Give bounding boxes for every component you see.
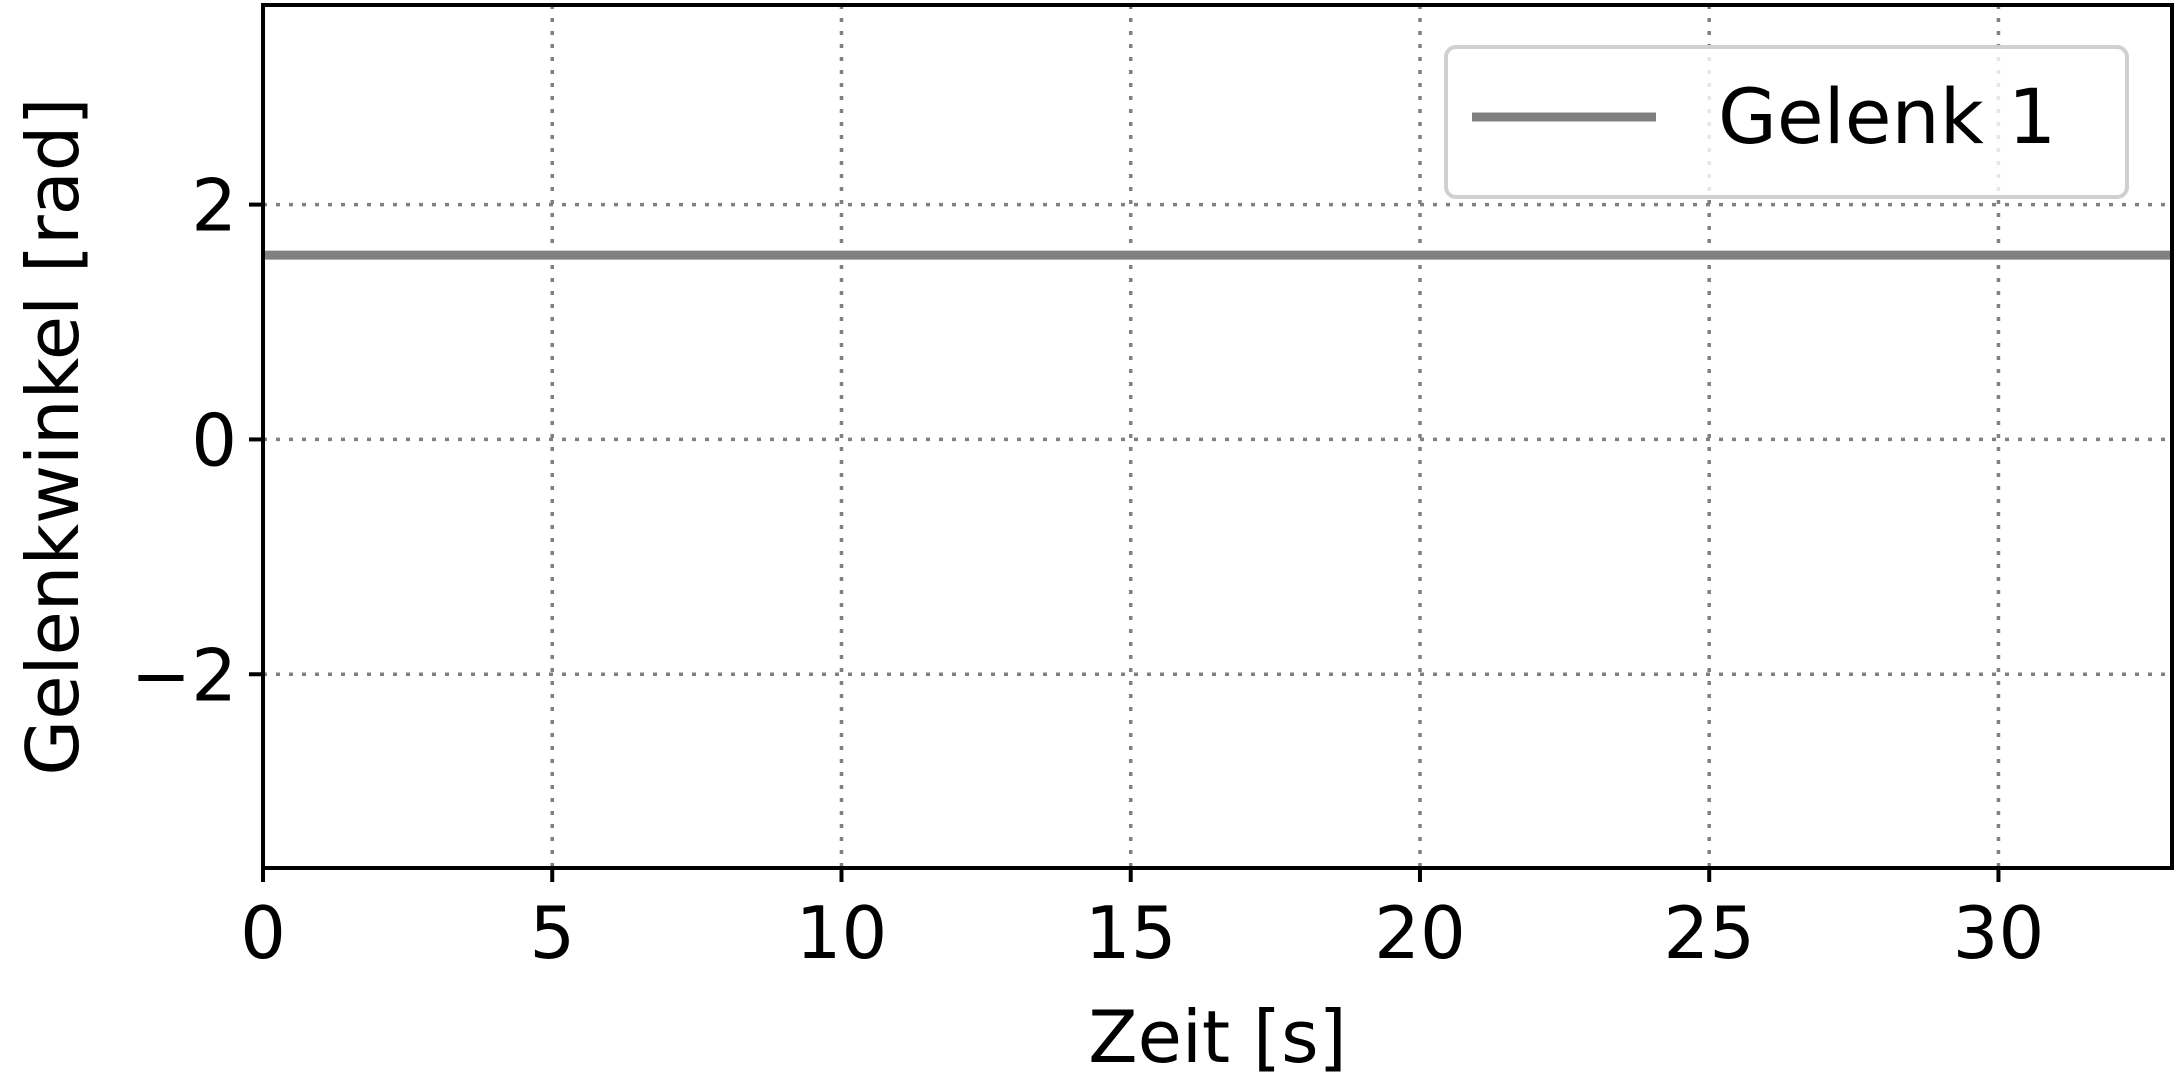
x-tick-label: 30 — [1953, 891, 2045, 975]
y-axis-label: Gelenkwinkel [rad] — [11, 97, 95, 775]
x-tick-label: 0 — [240, 891, 286, 975]
x-tick-label: 10 — [796, 891, 888, 975]
plot-frame — [261, 3, 2174, 870]
legend: Gelenk 1 — [1444, 45, 2129, 199]
x-axis-label: Zeit [s] — [1088, 995, 1346, 1079]
x-tick-label: 20 — [1374, 891, 1466, 975]
tick-marks — [249, 202, 2001, 882]
legend-box — [1444, 45, 2129, 199]
tick-labels: 0 5 10 15 20 25 30 −2 0 2 — [131, 164, 2044, 975]
x-tick-label: 25 — [1663, 891, 1755, 975]
legend-label-gelenk-1: Gelenk 1 — [1718, 72, 2056, 161]
y-tick-label: 2 — [191, 164, 237, 248]
y-tick-label: 0 — [191, 398, 237, 482]
x-tick-label: 15 — [1085, 891, 1177, 975]
x-tick-label: 5 — [529, 891, 575, 975]
y-tick-label: −2 — [131, 633, 237, 717]
